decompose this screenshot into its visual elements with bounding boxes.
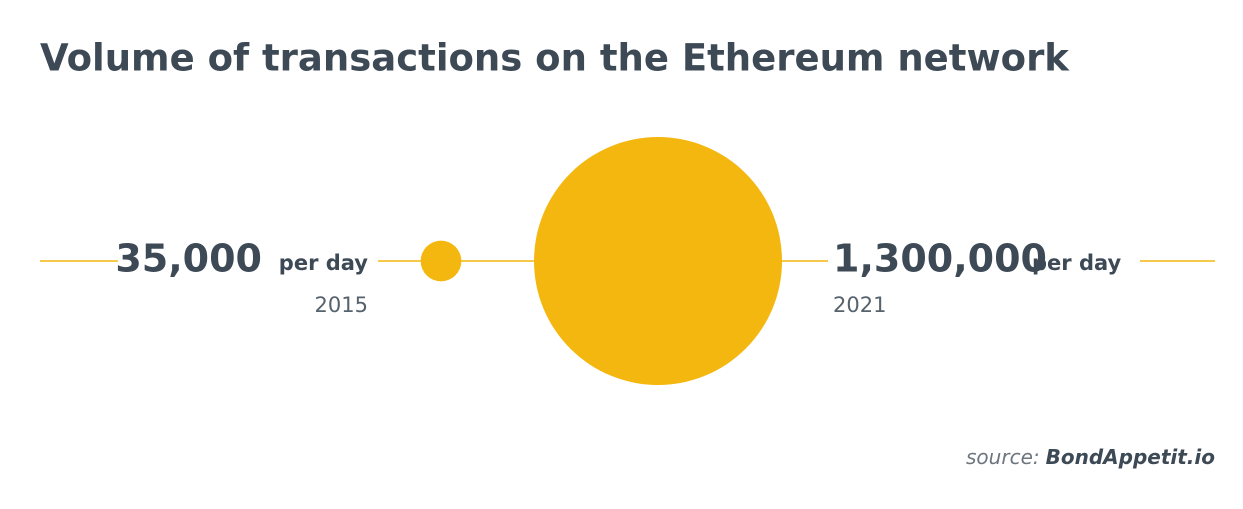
unit-label: per day <box>279 251 368 275</box>
value-label: 1,300,000 <box>833 237 1047 281</box>
bubble <box>534 137 782 385</box>
value-label: 35,000 <box>115 237 262 281</box>
source-name: BondAppetit.io <box>1046 445 1216 469</box>
chart-title: Volume of transactions on the Ethereum n… <box>40 37 1070 80</box>
unit-label: per day <box>1032 251 1121 275</box>
category-label: 2021 <box>833 293 886 317</box>
source-prefix: source: <box>966 445 1040 469</box>
category-label: 2015 <box>315 293 368 317</box>
bubbles <box>420 137 782 385</box>
source: source: BondAppetit.io <box>966 445 1215 469</box>
bubble <box>420 240 462 282</box>
